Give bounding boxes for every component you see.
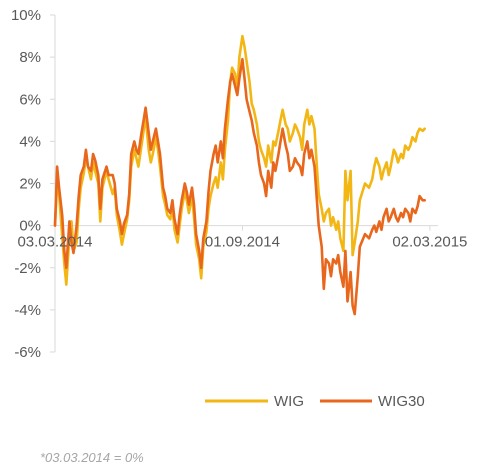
series-line-wig30 — [53, 57, 427, 316]
y-tick-label: 6% — [19, 91, 41, 108]
x-tick-labels: 03.03.2014 01.09.2014 02.03.2015 — [17, 234, 467, 251]
legend-label-wig30: WIG30 — [378, 393, 425, 410]
legend-label-wig: WIG — [274, 393, 304, 410]
x-tick-label: 03.03.2014 — [17, 234, 92, 251]
y-tick-label: 2% — [19, 176, 41, 193]
series-line-wig — [53, 34, 427, 286]
x-tick-label: 02.03.2015 — [392, 234, 467, 251]
footnote: *03.03.2014 = 0% — [40, 450, 144, 465]
y-axis: -6% -4% -2% 0% 2% 4% 6% 8% 10% — [11, 7, 56, 361]
y-tick-label: -6% — [14, 344, 41, 361]
y-tick-label: 0% — [19, 218, 41, 235]
y-tick-label: 8% — [19, 49, 41, 66]
series-lines — [53, 34, 427, 316]
y-tick-label: 10% — [11, 7, 41, 24]
y-tick-label: 4% — [19, 133, 41, 150]
legend: WIG WIG30 — [205, 393, 425, 410]
y-tick-label: -2% — [14, 260, 41, 277]
y-tick-label: -4% — [14, 302, 41, 319]
x-tick-label: 01.09.2014 — [205, 234, 280, 251]
